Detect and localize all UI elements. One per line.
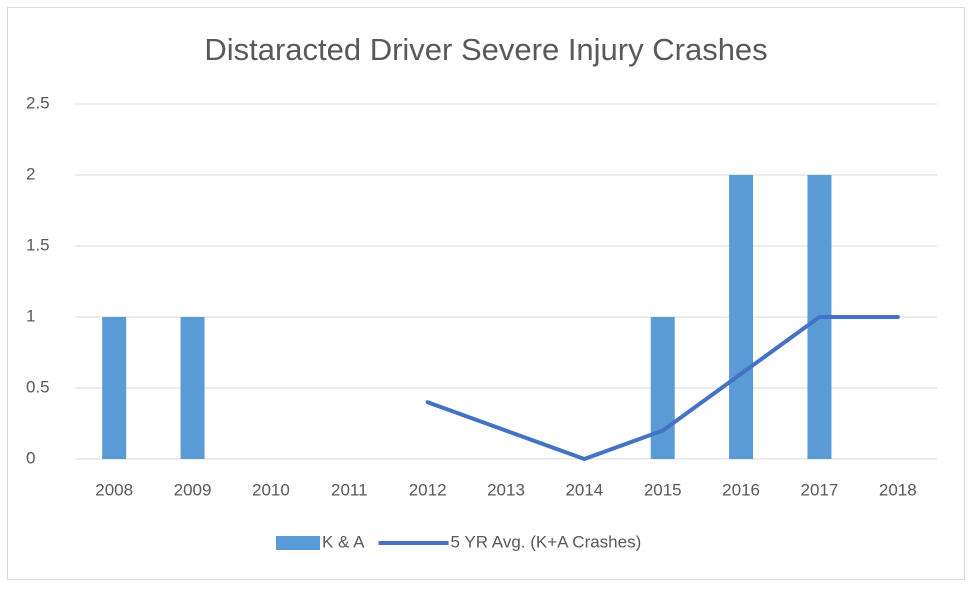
legend-swatch [276, 536, 320, 550]
chart-frame [7, 7, 965, 580]
line [425, 315, 900, 461]
x-tick-label: 2015 [644, 480, 682, 499]
legend-label: 5 YR Avg. (K+A Crashes) [451, 532, 642, 551]
x-tick-label: 2010 [252, 480, 290, 499]
y-tick-label: 2 [26, 164, 35, 183]
chart-title: Distaracted Driver Severe Injury Crashes [204, 32, 767, 67]
legend-label: K & A [322, 532, 365, 551]
bar [650, 317, 675, 459]
x-tick-label: 2017 [801, 480, 839, 499]
x-tick-label: 2013 [487, 480, 525, 499]
x-tick-label: 2018 [879, 480, 917, 499]
y-tick-label: 2.5 [26, 93, 50, 112]
x-tick-label: 2014 [565, 480, 603, 499]
y-tick-label: 1 [26, 306, 35, 325]
y-tick-label: 1.5 [26, 235, 50, 254]
bar [729, 175, 754, 459]
x-tick-label: 2011 [331, 480, 368, 499]
x-tick-label: 2009 [174, 480, 212, 499]
bar [102, 317, 127, 459]
x-tick-label: 2012 [409, 480, 447, 499]
x-tick-label: 2008 [95, 480, 133, 499]
x-tick-label: 2016 [722, 480, 760, 499]
y-tick-label: 0.5 [26, 377, 50, 396]
y-tick-label: 0 [26, 448, 35, 467]
bar [180, 317, 205, 459]
